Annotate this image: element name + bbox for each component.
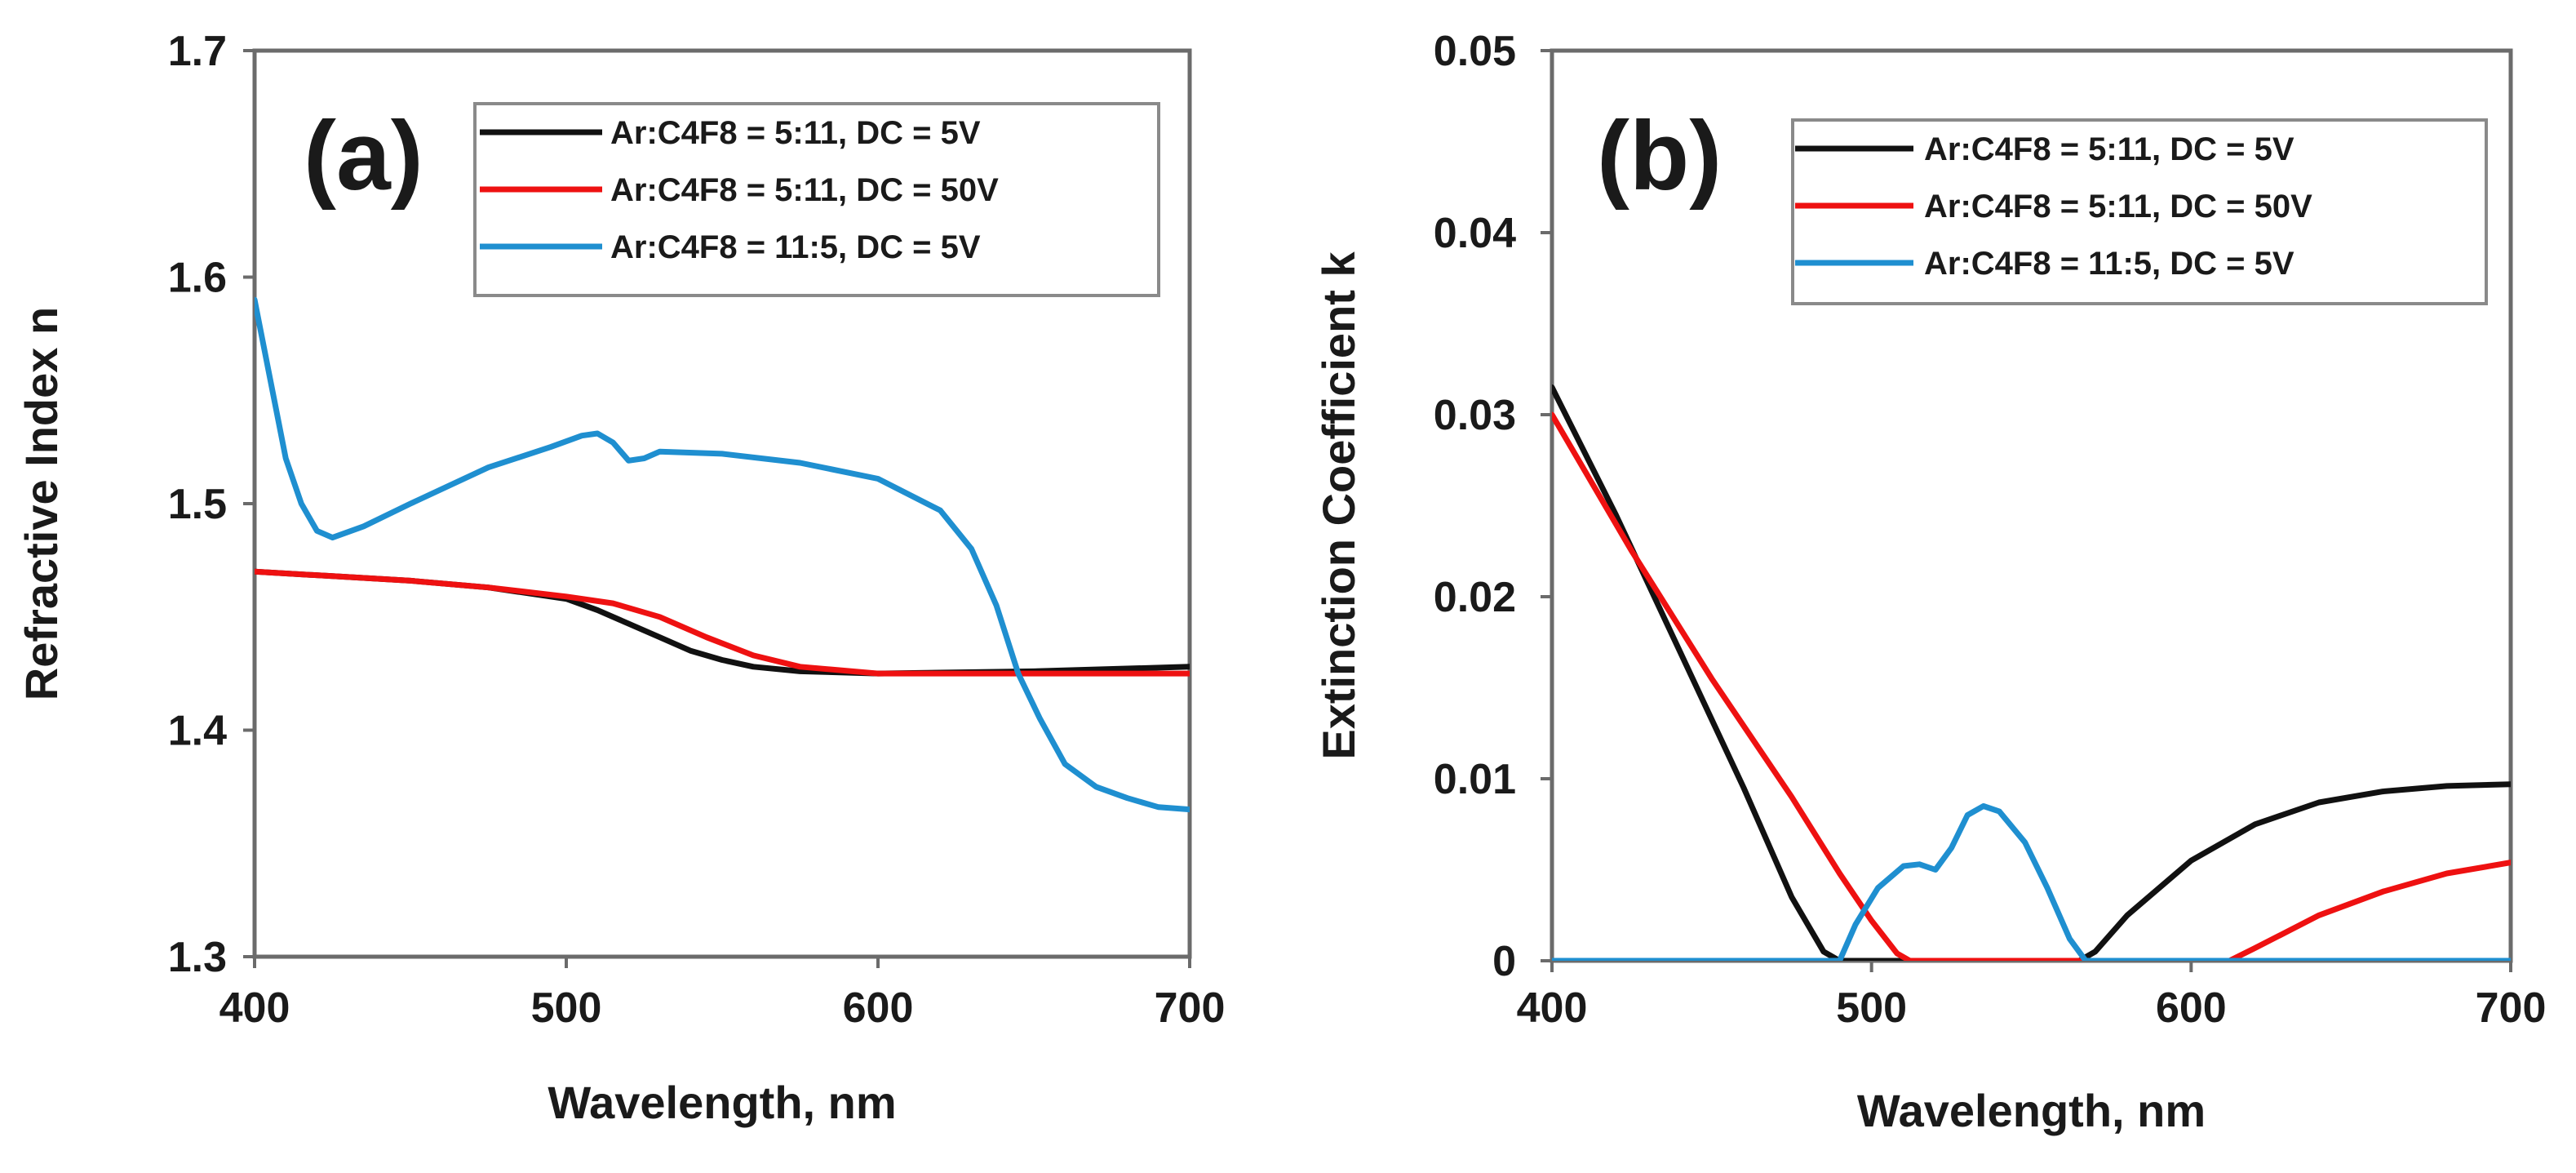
panel-b-tag: (b) <box>1597 101 1722 211</box>
panel-a-x-tick-label: 500 <box>531 984 602 1032</box>
panel-a-legend-label-3: Ar:C4F8 = 11:5, DC = 5V <box>610 229 981 265</box>
panel-a-x-tick-label: 600 <box>843 984 914 1032</box>
panel-b-legend-label-3: Ar:C4F8 = 11:5, DC = 5V <box>1924 246 2294 282</box>
panel-b-x-tick-label: 400 <box>1517 984 1588 1032</box>
panel-a-legend-box <box>473 102 1160 297</box>
panel-a-y-axis-label: Refractive Index n <box>16 307 67 700</box>
panel-a-x-tick-label: 400 <box>219 984 290 1032</box>
panel-b-x-tick-label: 700 <box>2476 984 2547 1032</box>
panel-b-series-line-1 <box>1552 384 2511 961</box>
panel-a-y-tick-label: 1.7 <box>168 28 227 75</box>
panel-a-x-tick-label: 700 <box>1155 984 1226 1032</box>
panel-b-series-line-2 <box>1552 411 2511 961</box>
panel-b-y-tick-label: 0 <box>1492 938 1516 985</box>
panel-a-x-axis-label: Wavelength, nm <box>548 1077 896 1128</box>
panel-b-legend-label-1: Ar:C4F8 = 5:11, DC = 5V <box>1924 131 2294 167</box>
panel-a-y-tick-label: 1.5 <box>168 481 227 528</box>
panel-a-y-tick-label: 1.3 <box>168 934 227 981</box>
panel-a-series-line-2 <box>255 568 1190 677</box>
panel-a-y-tick-label: 1.6 <box>168 255 227 302</box>
panel-a-tag: (a) <box>304 101 423 211</box>
panel-b-legend-label-2: Ar:C4F8 = 5:11, DC = 50V <box>1924 189 2312 224</box>
panel-b-y-tick-label: 0.05 <box>1434 28 1516 75</box>
panel-b-series-line-3 <box>1552 803 2511 961</box>
panel-a-legend-label-1: Ar:C4F8 = 5:11, DC = 5V <box>610 115 981 151</box>
panel-a-series-line-3 <box>255 296 1190 813</box>
panel-b-y-tick-label: 0.04 <box>1434 210 1516 257</box>
panel-a-y-tick-label: 1.4 <box>168 708 227 755</box>
panel-b-extinction-coefficient: 0 0.01 0.02 0.03 0.04 0.05 400 500 600 700 Wavelen… <box>1313 28 2546 1136</box>
panel-b-y-tick-label: 0.01 <box>1434 756 1516 803</box>
panel-a-series-line-1 <box>255 568 1190 677</box>
panel-b-y-tick-label: 0.03 <box>1434 392 1516 439</box>
panel-a-legend-label-2: Ar:C4F8 = 5:11, DC = 50V <box>610 172 999 208</box>
panel-b-x-tick-label: 500 <box>1836 984 1907 1032</box>
panel-a-refractive-index: 1.3 1.4 1.5 1.6 1.7 400 500 600 700 Wavelength, n… <box>16 28 1225 1128</box>
panel-b-y-axis-label: Extinction Coefficient k <box>1313 251 1364 760</box>
panel-b-x-axis-label: Wavelength, nm <box>1857 1085 2206 1136</box>
panel-b-x-tick-label: 600 <box>2156 984 2227 1032</box>
panel-b-y-tick-label: 0.02 <box>1434 574 1516 621</box>
